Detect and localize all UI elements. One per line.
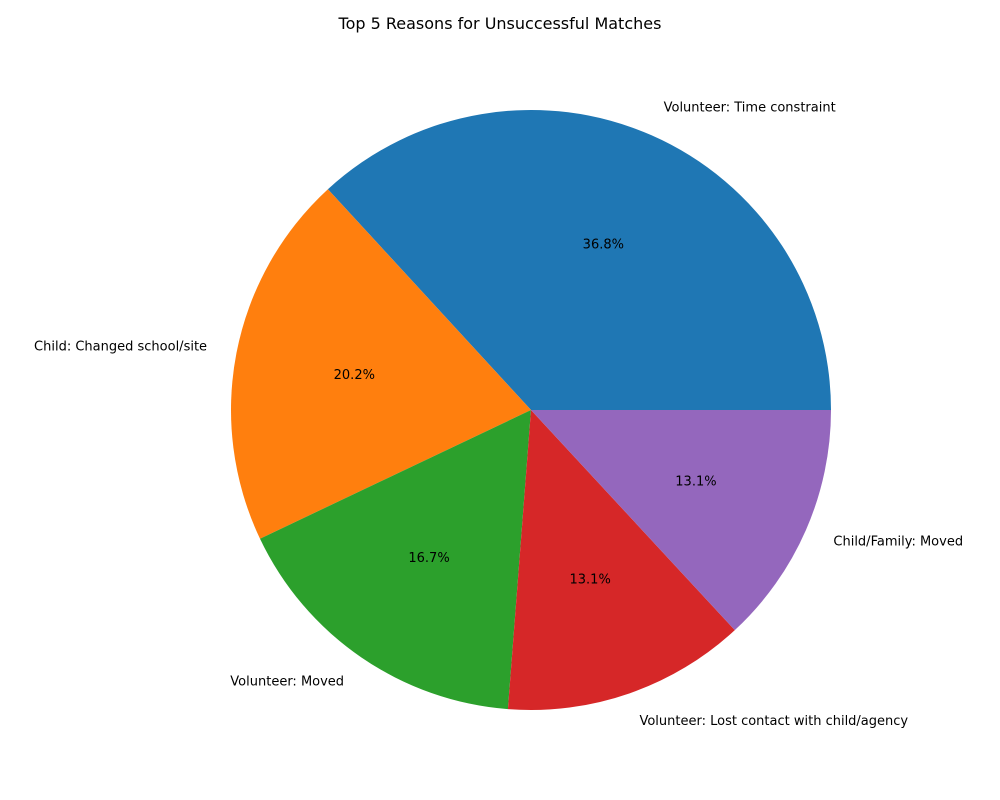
pie-pct-label-1: 36.8% xyxy=(583,238,624,253)
pie-labels: 36.8% Volunteer: Time constraint 20.2% Chil… xyxy=(34,100,963,729)
chart-title: Top 5 Reasons for Unsuccessful Matches xyxy=(338,14,662,33)
pie-slice-4 xyxy=(507,410,735,710)
pie-category-label-2: Child: Changed school/site xyxy=(34,340,207,355)
pie-pct-label-3: 16.7% xyxy=(408,551,449,566)
pie-category-label-5: Child/Family: Moved xyxy=(833,535,963,550)
pie-slice-1 xyxy=(327,110,831,411)
pie-slice-3 xyxy=(260,410,531,710)
pie-category-label-1: Volunteer: Time constraint xyxy=(664,100,836,115)
pie-pct-label-4: 13.1% xyxy=(570,572,611,587)
pie-slice-2 xyxy=(230,189,531,539)
pie-slices xyxy=(230,110,831,710)
pie-category-label-3: Volunteer: Moved xyxy=(230,674,344,689)
pie-pct-label-2: 20.2% xyxy=(334,368,375,383)
pie-slice-5 xyxy=(531,410,831,631)
pie-category-label-4: Volunteer: Lost contact with child/agenc… xyxy=(639,714,908,729)
pie-pct-label-5: 13.1% xyxy=(675,475,716,490)
